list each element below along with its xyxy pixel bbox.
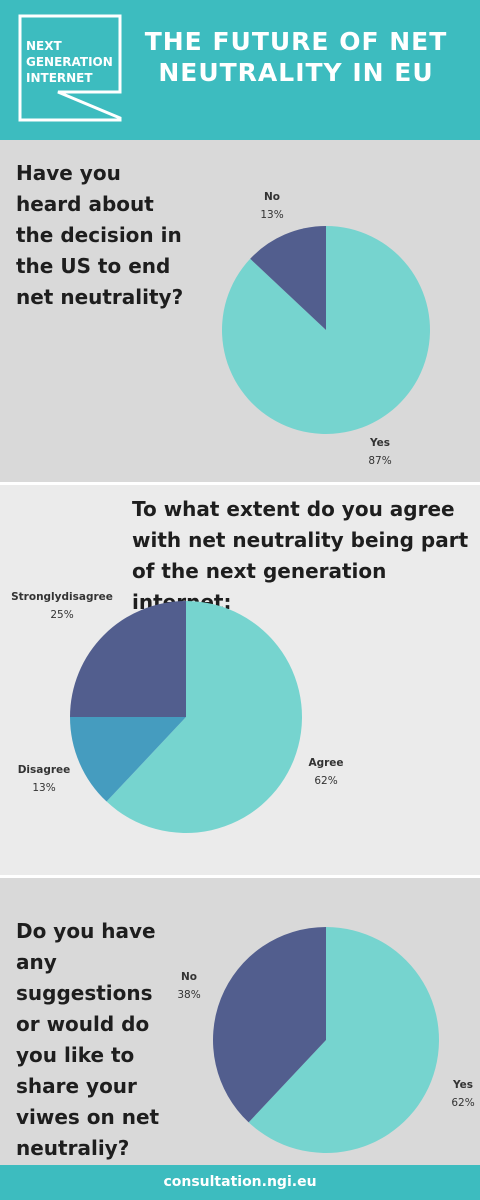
header: NEXT GENERATION INTERNET THE FUTURE OF N… <box>0 0 480 140</box>
slice-label: No <box>264 191 280 203</box>
slice-value: 13% <box>260 209 283 221</box>
logo-line: GENERATION <box>26 55 113 69</box>
slice-label: Disagree <box>18 764 71 776</box>
question: Have you heard about the decision in the… <box>16 161 184 309</box>
slice-label: Stronglydisagree <box>11 591 113 603</box>
slice-label: Yes <box>369 437 390 449</box>
slice-value: 87% <box>368 455 391 467</box>
question: Do you have any suggestions or would do … <box>16 919 160 1160</box>
pie-slice <box>106 601 303 833</box>
slice-label: Agree <box>308 757 343 769</box>
slice-value: 25% <box>50 609 73 621</box>
logo-line: INTERNET <box>26 71 93 85</box>
pie-slice <box>221 226 430 434</box>
slice-value: 13% <box>32 782 55 794</box>
pie-slice <box>213 927 326 1123</box>
slice-label: Yes <box>452 1079 473 1091</box>
pie-slice <box>248 927 440 1153</box>
footer-link: consultation.ngi.eu <box>163 1174 317 1190</box>
pie-slice <box>250 226 326 330</box>
charts: Yes 87% No 13% Agree 62% Disagree 13% Stronglydi… <box>11 191 475 1153</box>
pie-slice <box>70 717 186 802</box>
logo-frame <box>18 14 122 122</box>
logo: NEXT GENERATION INTERNET <box>26 38 113 86</box>
question: To what extent do you agree with net neu… <box>132 497 469 614</box>
pie-slice <box>70 601 186 717</box>
slice-value: 62% <box>451 1097 474 1109</box>
footer: consultation.ngi.eu <box>0 1165 480 1200</box>
slice-label: No <box>181 971 197 983</box>
page-title: THE FUTURE OF NET NEUTRALITY IN EU <box>144 27 448 87</box>
slice-value: 62% <box>314 775 337 787</box>
logo-line: NEXT <box>26 39 62 53</box>
slice-value: 38% <box>177 989 200 1001</box>
